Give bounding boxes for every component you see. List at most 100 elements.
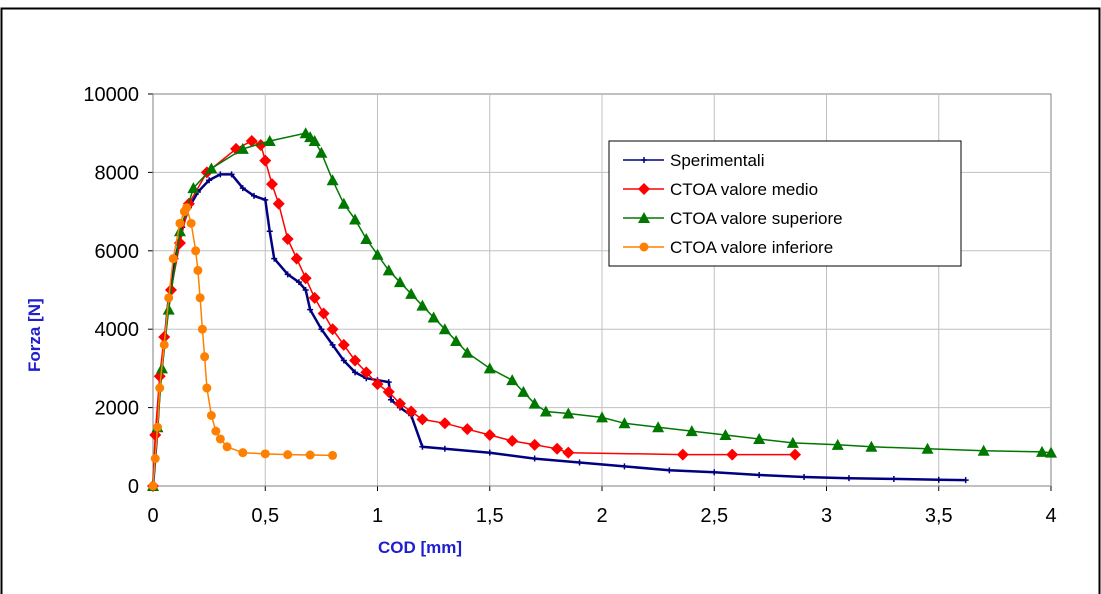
data-point <box>290 252 303 265</box>
data-point <box>262 196 269 203</box>
data-point <box>326 174 339 186</box>
x-tick-label: 1 <box>372 505 383 527</box>
data-point <box>1036 445 1049 457</box>
data-point <box>483 362 496 374</box>
data-point <box>305 450 315 460</box>
data-point <box>801 473 808 480</box>
data-point <box>562 407 575 419</box>
legend-label: CTOA valore superiore <box>670 209 843 228</box>
y-tick-label: 4000 <box>95 319 140 341</box>
data-point <box>187 182 200 194</box>
series-ctoa-valore-superiore <box>147 127 1057 491</box>
data-point <box>266 228 273 235</box>
legend-entry-ctoa-valore-superiore: CTOA valore superiore <box>623 209 843 228</box>
data-point <box>254 138 267 151</box>
data-point <box>202 383 212 393</box>
y-tick-label: 0 <box>128 476 139 498</box>
data-point <box>206 177 213 184</box>
data-point <box>340 357 347 364</box>
data-point <box>531 455 538 462</box>
data-point <box>281 233 294 246</box>
data-point <box>162 303 175 315</box>
data-point <box>438 417 451 430</box>
data-point <box>551 442 564 455</box>
data-point <box>352 369 359 376</box>
data-point <box>387 396 394 403</box>
legend-box <box>608 140 962 267</box>
legend-label: CTOA valore inferiore <box>670 238 833 257</box>
data-point <box>666 467 673 474</box>
data-point <box>416 413 429 426</box>
data-point <box>416 299 429 311</box>
data-point <box>155 383 165 393</box>
data-point <box>186 218 196 228</box>
data-point <box>175 218 185 228</box>
data-point <box>217 171 224 178</box>
data-point <box>711 469 718 476</box>
data-point <box>618 417 631 429</box>
data-point <box>371 248 384 260</box>
data-point <box>308 291 321 304</box>
data-point <box>385 379 392 386</box>
legend-entries: Sperimentali CTOA valore medio CTOA valore… <box>623 151 843 257</box>
legend-marker <box>639 242 649 252</box>
data-point <box>562 446 575 459</box>
data-point <box>260 449 270 459</box>
data-point <box>596 411 608 423</box>
data-point <box>271 255 278 262</box>
data-point <box>393 397 406 410</box>
data-point <box>148 481 158 491</box>
data-point <box>528 438 541 451</box>
data-point <box>168 254 178 264</box>
data-point <box>307 306 314 313</box>
data-point <box>195 293 205 303</box>
data-point <box>921 442 934 454</box>
data-point <box>191 246 201 256</box>
data-point <box>419 443 426 450</box>
data-point <box>239 185 246 192</box>
data-point <box>831 438 844 450</box>
data-point <box>450 334 463 346</box>
data-point <box>263 135 276 147</box>
x-tick-label: 3 <box>821 505 832 527</box>
data-point <box>164 293 174 303</box>
data-point <box>222 442 232 452</box>
data-point <box>337 197 350 209</box>
data-point <box>272 197 285 210</box>
data-point <box>539 405 552 417</box>
data-point <box>315 146 328 158</box>
legend-entry-ctoa-valore-inferiore: CTOA valore inferiore <box>623 238 833 257</box>
y-tick-label: 8000 <box>95 162 140 184</box>
series-layer <box>147 127 1057 492</box>
y-tick-label: 10000 <box>83 84 139 106</box>
data-point <box>193 265 203 275</box>
x-axis-title: COD [mm] <box>378 538 462 557</box>
data-point <box>865 440 878 452</box>
data-point <box>329 341 336 348</box>
data-point <box>182 203 192 213</box>
data-point <box>360 233 373 245</box>
legend-marker <box>638 183 650 195</box>
data-point <box>326 323 339 336</box>
data-point <box>935 476 942 483</box>
data-point <box>977 444 990 456</box>
legend: Sperimentali CTOA valore medio CTOA valore… <box>608 140 962 267</box>
data-point <box>337 338 350 351</box>
data-point <box>228 171 235 178</box>
data-point <box>283 450 293 460</box>
data-point <box>441 445 448 452</box>
data-point <box>349 213 362 225</box>
x-tick-label: 0 <box>147 505 158 527</box>
series-ctoa-valore-inferiore <box>148 203 338 491</box>
data-point <box>719 429 732 441</box>
data-point <box>786 436 799 448</box>
data-point <box>576 459 583 466</box>
data-point <box>1045 446 1057 458</box>
data-point <box>789 448 802 461</box>
data-point <box>200 352 210 362</box>
data-point <box>205 162 218 174</box>
data-point <box>236 142 249 154</box>
data-point <box>206 410 216 420</box>
